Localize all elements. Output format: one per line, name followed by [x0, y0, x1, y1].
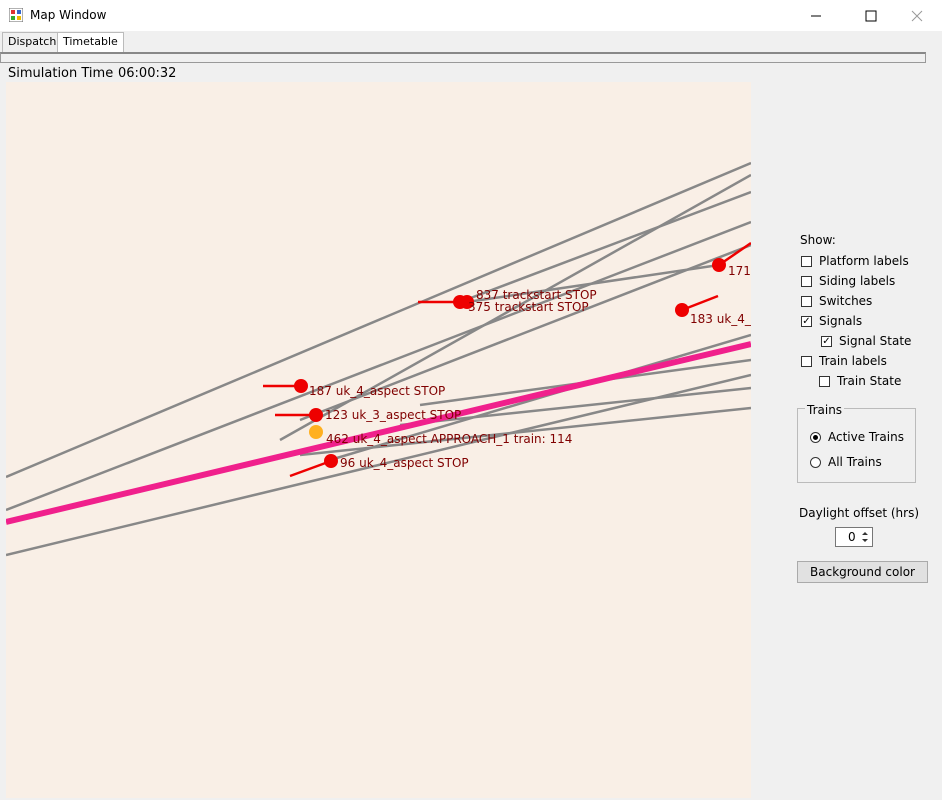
sim-time-value: 06:00:32	[118, 66, 177, 81]
signal-label: 171 u	[728, 264, 751, 278]
checkbox[interactable]	[801, 276, 812, 287]
daylight-label: Daylight offset (hrs)	[799, 506, 920, 520]
signal-label: 96 uk_4_aspect STOP	[340, 456, 469, 470]
checkbox-option[interactable]: Train labels	[801, 354, 887, 368]
checkbox-label: Switches	[819, 294, 873, 308]
title-bar: Map Window	[0, 0, 942, 31]
spinner-arrows[interactable]	[858, 528, 872, 546]
checkbox-option[interactable]: ✓ Signals	[801, 314, 862, 328]
signal-label: 123 uk_3_aspect STOP	[325, 408, 461, 422]
checkbox-label: Train labels	[819, 354, 887, 368]
window-controls[interactable]	[808, 8, 928, 24]
checkbox[interactable]: ✓	[821, 336, 832, 347]
map-canvas[interactable]: 837 trackstart STOP 375 trackstart STOP …	[6, 82, 751, 798]
signal-label: 375 trackstart STOP	[468, 300, 589, 314]
checkbox-option[interactable]: ✓ Signal State	[821, 334, 911, 348]
checkbox[interactable]	[801, 356, 812, 367]
checkbox-label: Platform labels	[819, 254, 909, 268]
daylight-value: 0	[848, 530, 856, 544]
checkbox[interactable]	[801, 296, 812, 307]
checkbox-label: Siding labels	[819, 274, 896, 288]
tab-border	[0, 52, 926, 63]
signal-label: 837 trackstart STOP	[476, 288, 597, 302]
trains-group	[797, 408, 916, 483]
background-color-button[interactable]: Background color	[797, 561, 928, 583]
checkbox-label: Signal State	[839, 334, 912, 348]
radio-label: Active Trains	[828, 430, 904, 444]
signal-label: 183 uk_4_a	[690, 312, 751, 326]
radio-option[interactable]: All Trains	[810, 455, 882, 469]
radio[interactable]	[810, 457, 821, 468]
show-label: Show:	[800, 233, 836, 247]
checkbox[interactable]	[801, 256, 812, 267]
signal-label: 187 uk_4_aspect STOP	[309, 384, 445, 398]
radio-option[interactable]: Active Trains	[810, 430, 904, 444]
signal-label: 462 uk_4_aspect APPROACH_1 train: 114	[326, 432, 572, 446]
sim-time-label: Simulation Time	[8, 66, 114, 81]
trains-group-title: Trains	[805, 403, 845, 417]
tab[interactable]: Dispatch	[2, 32, 63, 54]
checkbox-label: Signals	[819, 314, 863, 328]
window-title: Map Window	[30, 8, 107, 22]
radio[interactable]	[810, 432, 821, 443]
daylight-spinner[interactable]: 0	[835, 527, 873, 547]
checkbox-option[interactable]: Switches	[801, 294, 872, 308]
checkbox-option[interactable]: Platform labels	[801, 254, 909, 268]
checkbox-label: Train State	[837, 374, 902, 388]
checkbox-option[interactable]: Siding labels	[801, 274, 895, 288]
app-icon	[9, 8, 23, 22]
radio-label: All Trains	[828, 455, 882, 469]
checkbox[interactable]: ✓	[801, 316, 812, 327]
checkbox-option[interactable]: Train State	[819, 374, 901, 388]
checkbox[interactable]	[819, 376, 830, 387]
tab[interactable]: Timetable	[57, 32, 124, 55]
